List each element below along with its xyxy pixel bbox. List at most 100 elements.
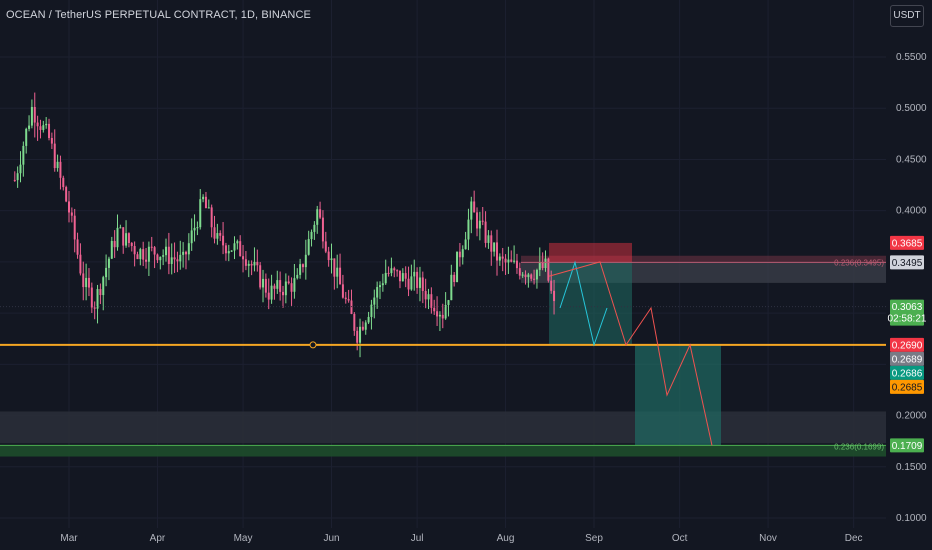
- candle-body: [495, 242, 498, 261]
- candle-body: [239, 241, 242, 257]
- candle-body: [450, 274, 453, 301]
- candle-body: [87, 277, 90, 288]
- candle-body: [33, 106, 36, 123]
- candle-body: [498, 256, 501, 261]
- candle-body: [99, 289, 102, 296]
- candle-body: [336, 267, 339, 277]
- candle-body: [13, 179, 16, 181]
- candle-body: [490, 235, 493, 252]
- time-tick-label: Apr: [150, 533, 166, 544]
- candle-body: [299, 264, 302, 275]
- candle-body: [127, 233, 130, 243]
- candle-body: [79, 254, 82, 274]
- candle-body: [510, 259, 513, 262]
- candle-body: [65, 187, 68, 202]
- candle-body: [176, 259, 179, 262]
- candle-body: [207, 207, 210, 209]
- candle-body: [393, 268, 396, 271]
- candle-body: [242, 256, 245, 260]
- candle-body: [330, 258, 333, 261]
- stop-loss-box: [549, 242, 632, 263]
- candle-body: [296, 274, 299, 279]
- candle-body: [507, 259, 510, 263]
- candle-body: [139, 249, 142, 260]
- candle-body: [396, 270, 399, 272]
- candle-body: [424, 290, 427, 300]
- candle-body: [341, 284, 344, 298]
- candle-body: [430, 294, 433, 308]
- candle-body: [156, 254, 159, 261]
- time-tick-label: Aug: [497, 533, 515, 544]
- candle-body: [159, 256, 162, 261]
- candle-body: [347, 299, 350, 301]
- candle-body: [56, 161, 59, 169]
- candle-body: [401, 273, 404, 282]
- candle-body: [513, 260, 516, 262]
- candle-body: [244, 259, 247, 266]
- candle-body: [196, 227, 199, 229]
- candle-body: [533, 278, 536, 280]
- candle-body: [535, 269, 538, 280]
- candle-body: [284, 281, 287, 296]
- time-axis[interactable]: Mar Apr May Jun Jul Aug Sep Oct Nov Dec: [60, 533, 862, 544]
- price-badge-label: 0.2690: [892, 340, 923, 351]
- candle-body: [438, 314, 441, 317]
- candle-body: [68, 201, 70, 213]
- time-tick-label: Jun: [323, 533, 339, 544]
- candle-body: [153, 247, 156, 255]
- price-axis[interactable]: 0.5500 0.5000 0.4500 0.4000 0.2000 0.1500 0.10…: [896, 52, 927, 524]
- candle-body: [179, 254, 182, 262]
- projection-path-cyan: [559, 260, 608, 347]
- candle-body: [147, 246, 150, 262]
- candle-body: [96, 289, 99, 309]
- candle-body: [493, 242, 496, 252]
- candle-body: [59, 161, 62, 178]
- currency-button[interactable]: USDT: [890, 5, 924, 27]
- candle-body: [527, 274, 530, 278]
- candle-body: [333, 258, 336, 277]
- candle-body: [130, 242, 133, 247]
- candle-body: [39, 126, 42, 130]
- candle-body: [367, 316, 370, 323]
- candle-body: [304, 254, 307, 268]
- candle-body: [105, 267, 108, 278]
- demand-zone: [0, 411, 886, 444]
- candle-body: [301, 264, 304, 268]
- price-badge: [890, 255, 924, 270]
- candle-body: [427, 294, 430, 300]
- candle-body: [484, 221, 487, 243]
- price-badge-label: 0.2689: [892, 354, 923, 365]
- candle-body: [162, 255, 165, 257]
- chart-title: OCEAN / TetherUS PERPETUAL CONTRACT, 1D,…: [6, 9, 311, 21]
- candle-body: [321, 217, 324, 242]
- candle-body: [461, 249, 464, 258]
- candle-body: [356, 330, 359, 343]
- candle-body: [48, 123, 51, 138]
- candle-body: [464, 239, 467, 250]
- candle-body: [222, 235, 225, 246]
- candle-body: [30, 106, 33, 126]
- price-badge: [890, 438, 924, 453]
- candle-body: [458, 251, 461, 258]
- candle-body: [76, 239, 79, 255]
- candle-body: [167, 246, 170, 264]
- projection-path-red: [548, 261, 713, 446]
- candle-body: [453, 274, 456, 283]
- candle-body: [113, 240, 116, 248]
- candle-body: [276, 280, 279, 289]
- candle-body: [70, 212, 73, 216]
- candle-body: [384, 272, 387, 284]
- candle-body: [253, 261, 256, 266]
- candle-body: [307, 239, 310, 255]
- price-tick-label: 0.2000: [896, 411, 927, 422]
- candle-body: [36, 122, 39, 127]
- candle-body: [82, 273, 85, 288]
- candle-body: [398, 270, 401, 282]
- candle-body: [364, 322, 367, 330]
- candle-body: [264, 278, 267, 293]
- candle-body: [550, 280, 553, 291]
- candle-body: [73, 215, 76, 240]
- candle-body: [339, 267, 342, 285]
